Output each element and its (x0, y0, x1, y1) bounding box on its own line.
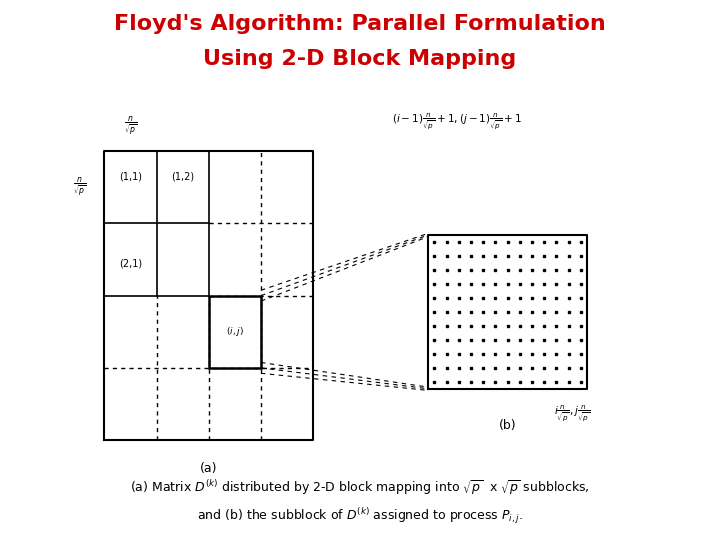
Text: (1,2): (1,2) (171, 172, 194, 181)
Text: $i\frac{n}{\sqrt{p}},j\frac{n}{\sqrt{p}}$: $i\frac{n}{\sqrt{p}},j\frac{n}{\sqrt{p}}… (554, 403, 590, 423)
Text: $\frac{n}{\sqrt{p}}$: $\frac{n}{\sqrt{p}}$ (124, 114, 137, 138)
Text: Floyd's Algorithm: Parallel Formulation: Floyd's Algorithm: Parallel Formulation (114, 14, 606, 33)
Bar (209, 296, 261, 368)
Text: $\frac{n}{\sqrt{p}}$: $\frac{n}{\sqrt{p}}$ (73, 176, 86, 199)
Text: (a): (a) (200, 462, 217, 475)
Text: Using 2-D Block Mapping: Using 2-D Block Mapping (203, 49, 517, 69)
Text: $(i,j)$: $(i,j)$ (226, 325, 244, 338)
Text: (2,1): (2,1) (119, 258, 142, 268)
Text: (b): (b) (499, 418, 516, 431)
Text: (1,1): (1,1) (119, 172, 142, 181)
Text: $(i-1)\frac{n}{\sqrt{p}}+1,(j-1)\frac{n}{\sqrt{p}}+1$: $(i-1)\frac{n}{\sqrt{p}}+1,(j-1)\frac{n}… (392, 112, 523, 131)
Text: (a) Matrix $D^{(k)}$ distributed by 2-D block mapping into $\sqrt{p}$  x $\sqrt{: (a) Matrix $D^{(k)}$ distributed by 2-D … (130, 478, 590, 497)
Text: and (b) the subblock of $D^{(k)}$ assigned to process $P_{i,j}$.: and (b) the subblock of $D^{(k)}$ assign… (197, 506, 523, 526)
